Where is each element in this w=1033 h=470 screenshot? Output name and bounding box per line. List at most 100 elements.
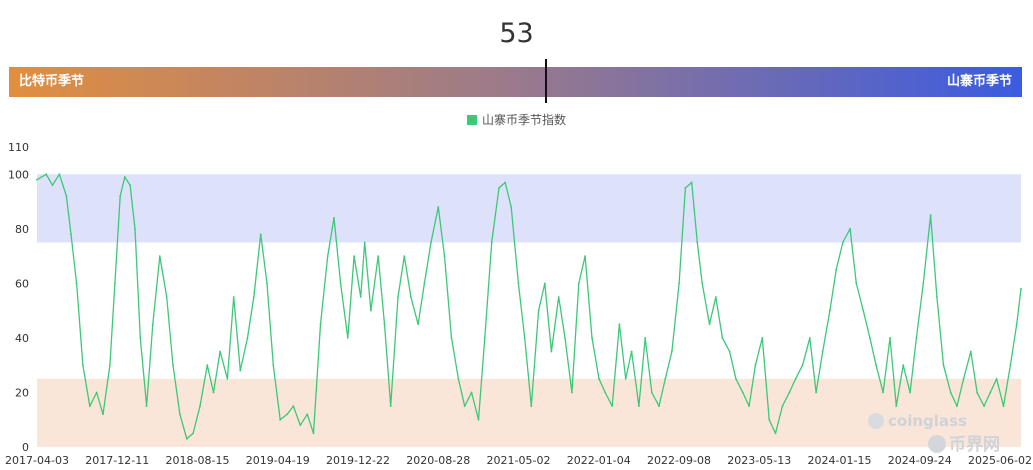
- data-point: [550, 350, 553, 353]
- data-point: [151, 323, 154, 326]
- data-point: [768, 418, 771, 421]
- data-point: [949, 391, 952, 394]
- data-point: [437, 206, 440, 208]
- data-point: [570, 391, 573, 394]
- data-point: [353, 255, 356, 257]
- data-point: [761, 337, 764, 339]
- data-point: [192, 432, 194, 435]
- data-point: [788, 391, 791, 394]
- x-tick-label: 2017-12-11: [85, 454, 149, 467]
- data-point: [983, 405, 985, 407]
- data-point: [909, 391, 912, 394]
- y-tick-label: 100: [8, 168, 29, 181]
- data-point: [102, 413, 104, 416]
- data-point: [363, 241, 366, 244]
- data-point: [684, 187, 687, 189]
- coinglass-watermark: coinglass: [868, 412, 967, 430]
- x-tick-label: 2021-05-02: [487, 454, 551, 467]
- data-point: [995, 377, 998, 380]
- data-point: [139, 337, 142, 339]
- data-point: [969, 350, 972, 353]
- data-point: [781, 405, 784, 407]
- data-point: [849, 227, 851, 230]
- data-point: [333, 217, 335, 219]
- data-point: [346, 337, 349, 339]
- data-point: [510, 206, 513, 208]
- data-point: [75, 282, 78, 285]
- data-point: [319, 323, 322, 326]
- data-point: [701, 282, 704, 285]
- legend-label: 山寨币季节指数: [481, 113, 566, 127]
- data-point: [483, 337, 486, 339]
- x-tick-label: 2024-01-15: [808, 454, 872, 467]
- data-point: [389, 405, 392, 407]
- data-point: [326, 255, 329, 257]
- data-point: [748, 405, 750, 407]
- altcoin-season-band: [37, 174, 1021, 243]
- data-point: [279, 418, 282, 421]
- data-point: [658, 405, 660, 407]
- data-point: [477, 418, 480, 421]
- data-point: [815, 391, 817, 394]
- x-tick-label: 2025-06-02: [968, 454, 1032, 467]
- bitcoin-logo-icon: [928, 435, 946, 453]
- data-point: [45, 173, 48, 176]
- data-point: [1015, 323, 1018, 326]
- data-point: [498, 187, 500, 189]
- data-point: [129, 184, 131, 187]
- data-point: [557, 296, 560, 298]
- data-point: [65, 195, 68, 197]
- data-point: [417, 323, 420, 326]
- data-point: [232, 296, 235, 298]
- data-point: [1009, 364, 1012, 367]
- data-point: [530, 405, 533, 407]
- data-point: [935, 296, 938, 298]
- data-point: [463, 405, 466, 407]
- data-point: [915, 337, 918, 339]
- data-point: [383, 323, 386, 326]
- x-tick-label: 2019-12-22: [326, 454, 390, 467]
- y-tick-label: 60: [15, 277, 29, 290]
- data-point: [339, 282, 342, 285]
- altcoin-index-value: 53: [499, 18, 534, 49]
- data-point: [889, 337, 891, 339]
- data-point: [774, 432, 777, 435]
- data-point: [1020, 287, 1022, 290]
- bitcoin-season-band: [37, 378, 1021, 447]
- data-point: [604, 391, 607, 394]
- data-point: [178, 413, 181, 416]
- data-point: [409, 296, 412, 298]
- data-point: [630, 350, 633, 353]
- data-point: [1002, 405, 1005, 407]
- data-point: [212, 391, 215, 394]
- data-point: [306, 413, 309, 416]
- data-point: [591, 337, 593, 339]
- data-point: [794, 377, 797, 380]
- data-point: [754, 364, 757, 367]
- y-tick-label: 0: [22, 441, 29, 454]
- data-point: [678, 282, 681, 285]
- data-point: [577, 282, 580, 285]
- data-point: [801, 364, 804, 367]
- data-point: [714, 296, 717, 298]
- data-point: [219, 350, 222, 353]
- data-point: [956, 405, 958, 407]
- chart-legend[interactable]: 山寨币季节指数: [0, 111, 1033, 128]
- data-point: [292, 405, 295, 407]
- data-point: [868, 337, 871, 339]
- data-point: [252, 296, 255, 298]
- data-point: [397, 296, 399, 298]
- data-point: [895, 405, 898, 407]
- data-point: [88, 405, 91, 407]
- data-point: [266, 282, 268, 285]
- data-point: [664, 377, 667, 380]
- data-point: [708, 323, 711, 326]
- x-tick-label: 2022-09-08: [647, 454, 711, 467]
- legend-swatch-icon: [466, 115, 477, 125]
- data-point: [299, 424, 302, 427]
- data-point: [377, 255, 380, 257]
- data-point: [543, 282, 546, 285]
- data-point: [829, 309, 831, 312]
- data-point: [423, 282, 426, 285]
